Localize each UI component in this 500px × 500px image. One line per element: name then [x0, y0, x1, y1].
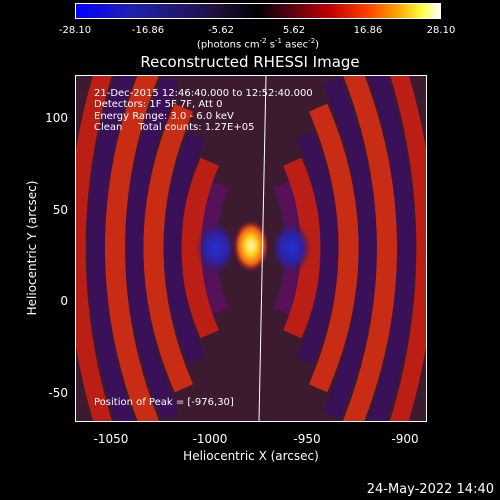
- x-tick-label: -1000: [192, 432, 228, 446]
- fringe-arc: [367, 76, 416, 421]
- annotation-peak-position: Position of Peak = [-976,30]: [94, 397, 234, 408]
- annotation-clean: Clean Total counts: 1.27E+05: [94, 122, 255, 133]
- y-tick-label: 0: [60, 294, 68, 308]
- fringe-arc: [181, 157, 219, 339]
- fringe-arc: [125, 76, 179, 420]
- flare-source-peak: [233, 220, 269, 272]
- x-tick-label: -950: [293, 432, 321, 446]
- y-tick-label: 100: [45, 111, 68, 125]
- fringe-arc: [86, 76, 135, 421]
- annotation-time-range: 21-Dec-2015 12:46:40.000 to 12:52:40.000: [94, 88, 313, 99]
- fringe-arc: [389, 76, 426, 421]
- annotation-energy: Energy Range: 3.0 - 6.0 keV: [94, 111, 234, 122]
- annotation-detectors: Detectors: 1F 5F 7F, Att 0: [94, 99, 223, 110]
- y-tick-label: -50: [48, 386, 68, 400]
- fringe-arc: [76, 76, 113, 421]
- x-tick-label: -900: [391, 432, 419, 446]
- fringe-arc: [163, 131, 206, 365]
- colorbar-tick: 16.86: [353, 25, 383, 36]
- negative-lobe-left: [196, 222, 236, 274]
- y-axis-label: Heliocentric Y (arcsec): [25, 180, 39, 316]
- colorbar-tick: -28.10: [58, 25, 92, 36]
- fringe-arc: [323, 76, 377, 420]
- fringe-arc: [105, 76, 160, 421]
- fringe-arc: [342, 76, 397, 421]
- plot-title: Reconstructed RHESSI Image: [140, 53, 360, 71]
- colorbar: [75, 3, 441, 19]
- fringe-arc: [143, 103, 194, 393]
- colorbar-tick: -16.86: [131, 25, 165, 36]
- rhessi-image: [75, 75, 427, 422]
- colorbar-tick: 28.10: [426, 25, 456, 36]
- colorbar-unit-label: (photons cm-2 s-1 asec-2): [196, 37, 320, 51]
- colorbar-tick: -5.62: [208, 25, 234, 36]
- colorbar-tick: 5.62: [282, 25, 306, 36]
- negative-lobe-right: [271, 222, 311, 274]
- x-tick-label: -1050: [93, 432, 129, 446]
- x-axis-label: Heliocentric X (arcsec): [183, 449, 319, 463]
- fringe-pattern: [76, 76, 426, 421]
- rhessi-image-svg: [76, 76, 426, 421]
- fringe-arc: [296, 131, 339, 365]
- y-tick-label: 50: [52, 203, 68, 217]
- solar-limb-line: [258, 76, 267, 421]
- timestamp: 24-May-2022 14:40: [366, 482, 494, 497]
- fringe-arc: [308, 103, 359, 393]
